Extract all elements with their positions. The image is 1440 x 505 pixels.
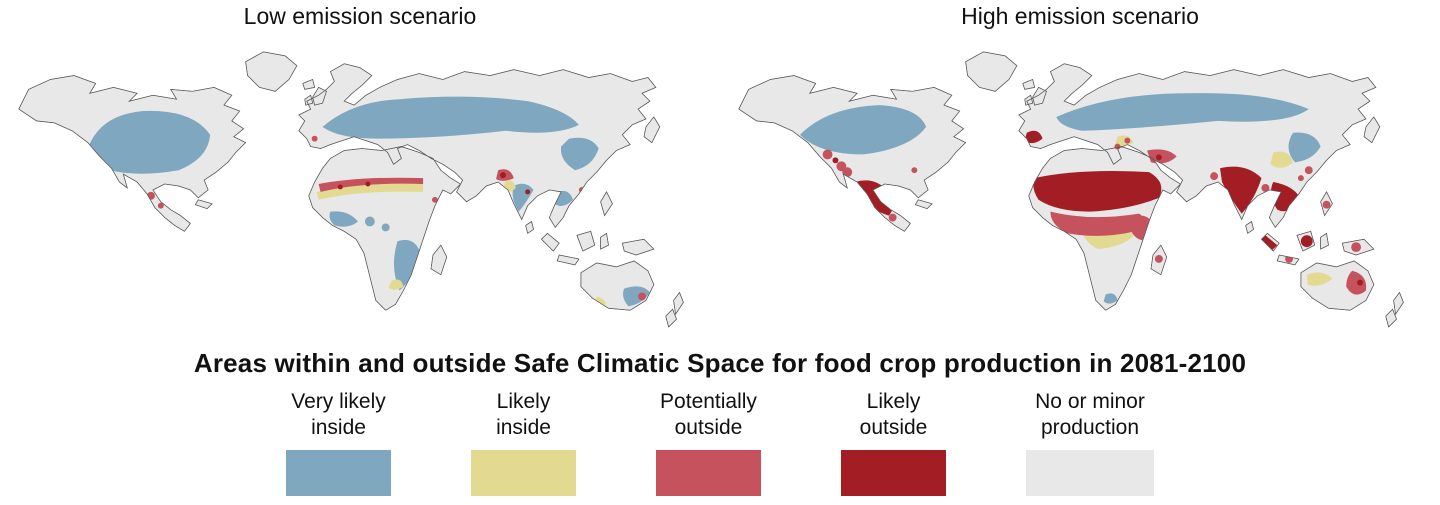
low-emission-overlay [87, 96, 650, 327]
legend-swatch-very-likely-inside [286, 450, 391, 496]
legend-item-very-likely-inside: Very likely inside [286, 389, 391, 496]
legend-swatch-no-or-minor-production [1026, 450, 1154, 496]
legend-swatch-potentially-outside [656, 450, 761, 496]
legend-label: Potentially outside [660, 389, 757, 441]
legend-label: Likely inside [496, 389, 551, 441]
maps-row: Low emission scenario [0, 0, 1440, 342]
legend-label-line1: Likely [866, 390, 921, 413]
panel-title-high: High emission scenario [961, 3, 1199, 29]
world-map-low-emission [18, 51, 684, 328]
panel-title-low: Low emission scenario [243, 3, 477, 29]
legend-label: Likely outside [860, 389, 928, 441]
legend-label-line2: inside [311, 416, 366, 439]
legend-item-likely-inside: Likely inside [471, 389, 576, 496]
legend-label-line1: Very likely [291, 390, 386, 413]
legend-label-line2: inside [496, 416, 551, 439]
legend-swatch-likely-outside [841, 450, 946, 496]
legend-item-potentially-outside: Potentially outside [656, 389, 761, 496]
legend-label-line2: production [1040, 416, 1140, 439]
legend-label: Very likely inside [291, 389, 386, 441]
legend-label-line1: Likely [496, 390, 551, 413]
figure-caption: Areas within and outside Safe Climatic S… [193, 348, 1247, 378]
legend-label-line1: No or minor [1035, 390, 1145, 413]
legend-item-no-or-minor-production: No or minor production [1026, 389, 1154, 496]
panel-low-emission: Low emission scenario [0, 0, 720, 342]
panel-high-emission: High emission scenario [720, 0, 1440, 342]
legend-label: No or minor production [1035, 389, 1145, 441]
legend-label-line2: outside [674, 416, 743, 439]
world-map-high-emission [738, 51, 1404, 328]
legend-label-line1: Potentially [660, 390, 757, 413]
legend-item-likely-outside: Likely outside [841, 389, 946, 496]
legend-label-line2: outside [859, 416, 928, 439]
legend: Very likely inside Likely inside Potenti… [0, 389, 1440, 496]
legend-swatch-likely-inside [471, 450, 576, 496]
